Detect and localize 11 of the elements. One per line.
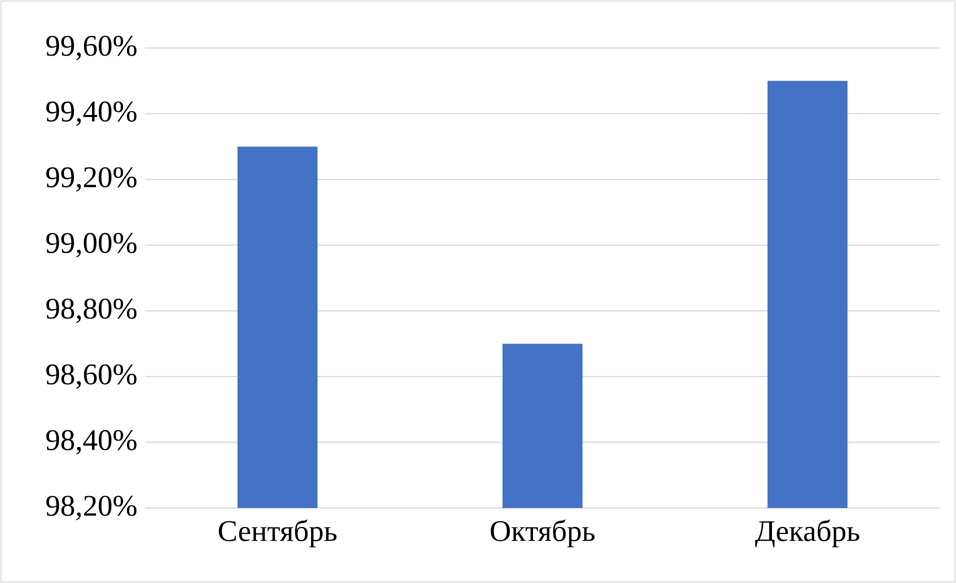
x-tick-label: Октябрь [490,520,595,548]
y-tick-label: 99,40% [46,101,136,126]
y-tick-label: 98,20% [46,496,136,520]
y-tick-label: 99,20% [46,167,136,192]
y-tick-label: 98,40% [46,430,136,455]
y-tick-label: 99,60% [46,36,136,60]
y-tick-label: 98,80% [46,298,136,324]
y-tick-label: 98,60% [46,364,136,389]
x-tick-label: Сентябрь [218,520,337,548]
y-tick-label: 99,00% [46,232,136,258]
x-tick-label: Декабрь [755,520,860,548]
